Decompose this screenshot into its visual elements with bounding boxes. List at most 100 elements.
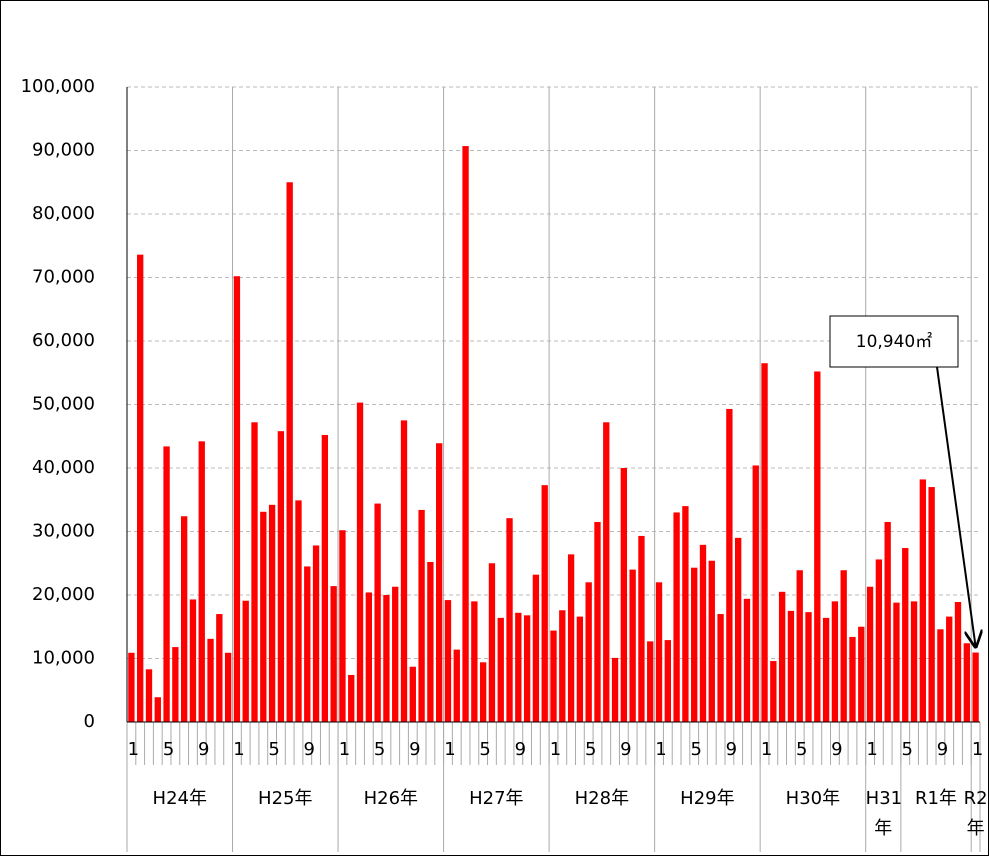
bar bbox=[286, 182, 293, 722]
y-tick-label: 0 bbox=[84, 711, 95, 732]
bar bbox=[576, 616, 584, 722]
bar bbox=[497, 617, 504, 722]
x-tick-label: 5 bbox=[163, 739, 174, 760]
y-tick-label: 20,000 bbox=[32, 584, 95, 605]
x-tick-label: 5 bbox=[902, 739, 913, 760]
bar bbox=[655, 582, 663, 722]
y-tick-label: 30,000 bbox=[32, 521, 95, 542]
y-tick-label: 100,000 bbox=[21, 76, 95, 97]
y-tick-label: 10,000 bbox=[32, 648, 95, 669]
group-label: R1年 bbox=[915, 788, 957, 809]
bar bbox=[154, 697, 161, 722]
bar bbox=[831, 601, 839, 722]
x-tick-label: 1 bbox=[233, 739, 244, 760]
bar bbox=[251, 422, 258, 722]
bar bbox=[374, 503, 381, 722]
bar bbox=[682, 506, 689, 722]
bar bbox=[356, 402, 364, 722]
y-tick-label: 60,000 bbox=[32, 330, 95, 351]
bar bbox=[137, 254, 144, 722]
bar bbox=[471, 601, 478, 722]
bar bbox=[620, 468, 628, 722]
group-label: H29年 bbox=[680, 788, 735, 809]
bar bbox=[400, 420, 408, 722]
bar bbox=[523, 615, 531, 722]
y-tick-label: 70,000 bbox=[32, 267, 95, 288]
bar bbox=[743, 598, 751, 722]
bar bbox=[946, 616, 953, 722]
bar bbox=[752, 465, 759, 722]
bar bbox=[699, 544, 707, 722]
bar bbox=[928, 487, 935, 722]
bar bbox=[436, 443, 443, 722]
x-tick-label: 1 bbox=[339, 739, 350, 760]
bar bbox=[972, 652, 979, 722]
bar bbox=[224, 652, 232, 722]
bar bbox=[910, 601, 918, 722]
group-label: H30年 bbox=[785, 788, 841, 809]
x-tick-label: 5 bbox=[796, 739, 807, 760]
x-tick-label: 1 bbox=[866, 739, 877, 760]
bar bbox=[216, 614, 223, 722]
bar bbox=[277, 431, 285, 722]
x-tick-label: 1 bbox=[655, 739, 666, 760]
annotation-arrow bbox=[936, 366, 976, 647]
bar bbox=[735, 537, 742, 722]
bar bbox=[506, 518, 513, 722]
bar bbox=[585, 582, 592, 722]
bar bbox=[866, 586, 874, 722]
bar bbox=[339, 530, 346, 722]
bar bbox=[233, 276, 241, 722]
bar bbox=[849, 636, 856, 722]
bar bbox=[260, 511, 267, 722]
annotation-text: 10,940㎡ bbox=[856, 332, 932, 352]
x-tick-label: 9 bbox=[726, 739, 737, 760]
annotation-box bbox=[829, 315, 959, 368]
x-tick-label: 5 bbox=[585, 739, 596, 760]
bar bbox=[884, 521, 891, 722]
bar bbox=[550, 630, 557, 722]
bar bbox=[858, 626, 865, 722]
bar bbox=[805, 612, 812, 722]
y-tick-label: 90,000 bbox=[32, 140, 95, 161]
bar bbox=[594, 521, 601, 722]
x-tick-label: 1 bbox=[444, 739, 455, 760]
x-tick-label: 5 bbox=[374, 739, 385, 760]
x-tick-label: 5 bbox=[690, 739, 701, 760]
x-tick-label: 9 bbox=[620, 739, 631, 760]
bar bbox=[541, 485, 548, 722]
bar bbox=[189, 599, 197, 722]
x-tick-label: 1 bbox=[761, 739, 772, 760]
group-label: H25年 bbox=[258, 788, 313, 809]
bar bbox=[638, 535, 645, 722]
bar bbox=[937, 629, 944, 722]
bar bbox=[902, 548, 909, 722]
bar bbox=[163, 446, 170, 722]
bar bbox=[822, 617, 830, 722]
bar bbox=[647, 641, 654, 722]
group-label: H26年 bbox=[363, 788, 419, 809]
bar bbox=[479, 662, 487, 722]
group-label: H28年 bbox=[574, 788, 630, 809]
x-tick-label: 9 bbox=[304, 739, 315, 760]
bar bbox=[198, 441, 205, 722]
bar bbox=[409, 666, 416, 722]
bar bbox=[664, 640, 671, 722]
x-tick-label: 9 bbox=[515, 739, 526, 760]
bar bbox=[611, 657, 619, 722]
x-tick-label: 1 bbox=[128, 739, 139, 760]
group-label: H31年 bbox=[865, 788, 903, 839]
bar bbox=[559, 610, 566, 722]
x-tick-label: 9 bbox=[937, 739, 948, 760]
x-tick-label: 9 bbox=[198, 739, 209, 760]
bar bbox=[717, 614, 724, 722]
bar bbox=[796, 570, 803, 722]
bar bbox=[726, 408, 733, 722]
bar bbox=[515, 612, 522, 722]
bar bbox=[365, 592, 372, 722]
bar bbox=[444, 600, 452, 722]
bar bbox=[418, 509, 425, 722]
bar bbox=[383, 595, 390, 722]
